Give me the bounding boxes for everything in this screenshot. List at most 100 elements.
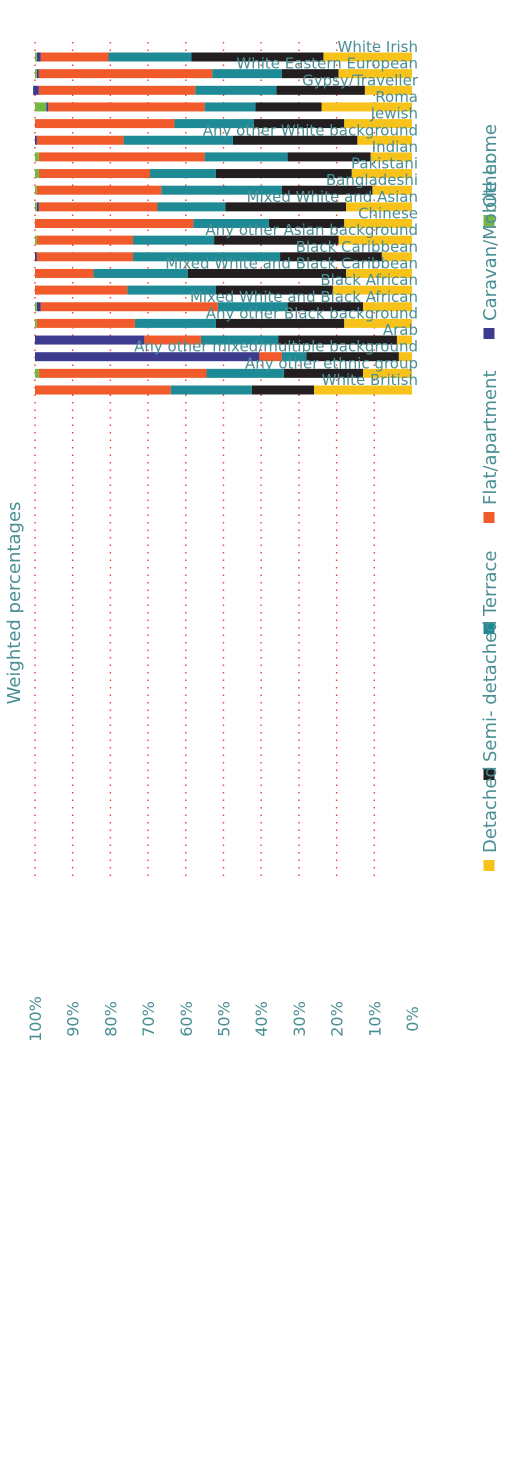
legend-label: Semi- detached [480,620,501,762]
category-label: Jewish [370,105,418,123]
bar-segment [346,202,412,212]
bar-segment [344,219,413,228]
category-label: Black Caribbean [296,238,418,256]
bar-segment [344,119,413,129]
legend-label: Terrace [480,551,501,618]
bar-segment [36,318,135,328]
bar-segment [35,119,175,129]
bar-segment [133,235,215,245]
bar-segment [35,385,171,395]
bar-segment [206,368,284,378]
bar-segment [36,69,39,79]
category-label: Gypsy/Traveller [302,71,419,89]
bar-segment [36,202,39,212]
bar-segment [193,219,269,228]
bar-segment [321,102,412,112]
bar-segment [35,69,37,79]
bar-segment [157,202,226,212]
category-label: Mixed White and Asian [247,188,418,206]
bar-segment [372,185,413,195]
category-label: Mixed White and Black African [190,288,418,306]
y-axis-title: Weighted percentages [4,502,25,705]
bar-segment [187,268,347,278]
bar-segment [381,252,412,262]
bar-segment [36,185,162,195]
bar-segment [338,69,412,79]
category-label: Any other Black background [206,304,418,322]
bar-segment [127,285,216,295]
bar-segment [396,335,413,345]
category-label: White Irish [338,38,418,56]
legend-swatch [483,860,495,871]
bar-segment [200,335,279,345]
bar-segment [35,285,128,295]
bar-segment [35,235,37,245]
bar-segment [280,252,382,262]
bar-segment [38,85,196,95]
bar-segment [344,318,413,328]
bar-segment [35,202,37,212]
bar-segment [38,152,205,162]
y-tick-label: 10% [365,1001,384,1037]
bar-segment [144,335,201,345]
bar-segment [313,385,413,395]
bar-segment [36,252,134,262]
bar-segment [35,352,260,362]
gridlines [34,36,375,876]
bar-segment [35,152,39,162]
bar-segment [40,302,218,312]
bar-segment [215,169,352,179]
bar-segment [268,219,345,228]
bar-segment [259,352,282,362]
legend-label: Caravan/Mobile home [480,124,501,321]
bar-segment [191,52,324,62]
legend-label: Detached [480,766,501,853]
category-label: Chinese [358,205,418,223]
bar-segment [36,235,134,245]
bar-segment [346,268,412,278]
bar-segment [214,235,339,245]
bar-segment [134,318,216,328]
bar-segment [204,152,288,162]
category-label: Bangladeshi [326,171,418,189]
bar-segment [398,352,412,362]
y-tick-label: 30% [290,1001,309,1037]
bar-segment [370,152,412,162]
category-label: Indian [372,138,418,156]
bar-segment [287,302,363,312]
bar-segment [48,102,205,112]
bar-segment [93,268,188,278]
bar-segment [35,318,37,328]
bar-segment [283,368,363,378]
bar-segment [225,202,347,212]
y-tick-label: 60% [177,1001,196,1037]
bar-segment [251,385,314,395]
bar-segment [276,85,365,95]
bar-segment [40,52,109,62]
category-label: Mixed White and Black Caribbean [165,254,418,272]
bar-segment [357,135,412,145]
category-label: White British [322,371,418,389]
bar-segment [38,368,207,378]
legend-label: Flat/apartment [480,370,501,505]
legend-swatch [483,512,495,523]
legend-swatch [483,769,495,780]
bar-segment [362,302,412,312]
y-tick-labels: 0% 10% 20% 30% 40% 50% 60% 70% 80% 90% 100% [26,996,422,1042]
bar-segment [364,85,412,95]
category-label: Arab [383,321,418,339]
bar-segment [35,335,145,345]
y-tick-label: 20% [328,1001,347,1037]
bar-segment [351,169,412,179]
bar-segment [35,102,47,112]
bar-segment [35,219,194,228]
bar-segment [38,69,213,79]
category-label: Any other mixed/multiple background [134,338,418,356]
category-label: Any other White background [203,121,418,139]
category-label: Any other ethnic group [245,354,418,372]
y-tick-label: 50% [215,1001,234,1037]
bar-segment [133,252,281,262]
